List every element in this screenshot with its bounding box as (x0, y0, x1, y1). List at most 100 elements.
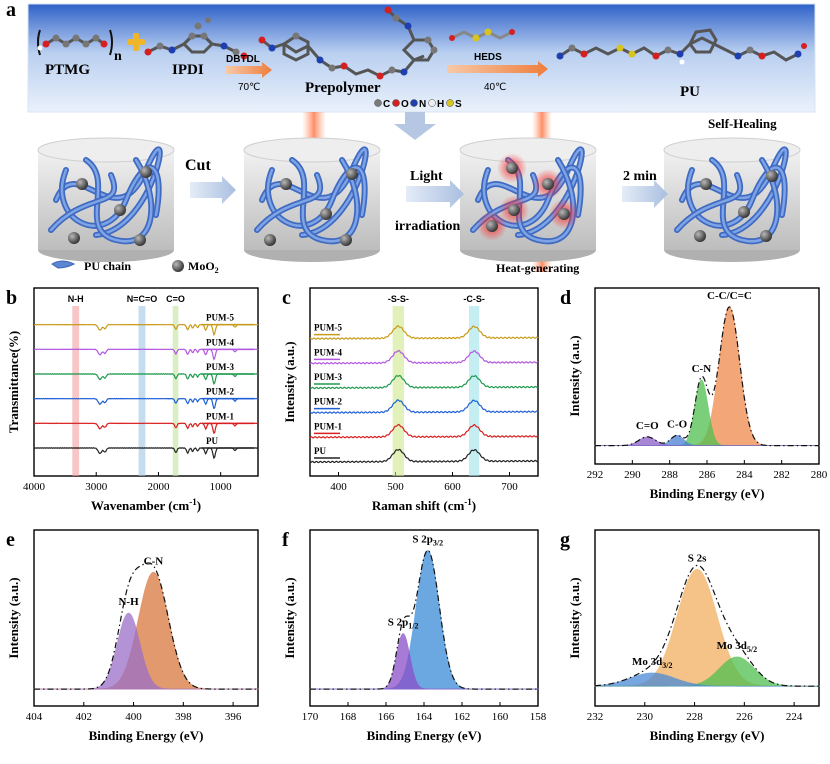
ptmg-molecule (37, 29, 113, 56)
moo2-ball (506, 162, 518, 174)
band-label: N-H (68, 294, 84, 304)
x-axis-label: Wavenamber (cm-1) (91, 497, 201, 513)
moo2-legend-text: MoO (188, 259, 215, 273)
panel-f: f 170 168 166 164 162 160 158 Binding Energy (eV… (282, 529, 547, 743)
plus-icon (127, 33, 145, 51)
moo2-ball (760, 230, 772, 242)
envelope-curve (310, 549, 538, 690)
peak-label-name: S 2p (388, 617, 409, 629)
irradiation-label: irradiation (395, 219, 461, 234)
legend-label: PUM-5 (314, 323, 342, 333)
x-axis-label-sup: -1 (189, 497, 197, 507)
band-label: C=O (166, 294, 185, 304)
light-label: Light (410, 169, 443, 184)
atom-dot-c (374, 99, 382, 107)
legend-label: PUM-1 (206, 411, 234, 421)
x-tick-label: 232 (587, 711, 604, 723)
peak-label: C=O (636, 420, 659, 432)
moo2-ball (700, 178, 712, 190)
peak-label-name: S 2s (688, 552, 707, 564)
y-axis-label: Intensity (a.u.) (567, 335, 582, 416)
moo2-ball (542, 178, 554, 190)
moo2-ball (766, 170, 778, 182)
repeat-n-label: n (114, 49, 122, 64)
heds-label: HEDS (474, 52, 502, 63)
peak-label: C-N (692, 363, 712, 375)
moo2-ball (558, 208, 570, 220)
peak-label-name: N-H (118, 596, 139, 608)
peak-label: Mo 3d3/2 (632, 656, 672, 670)
moo2-legend-subscript: 2 (215, 266, 219, 275)
y-axis-label: Intensity (a.u.) (282, 341, 297, 422)
peak-label-name: S 2p (412, 533, 433, 545)
legend-label: PUM-2 (206, 387, 234, 397)
moo2-ball (508, 204, 520, 216)
x-tick-label: 228 (686, 711, 703, 723)
peak-label-name: C-O (667, 418, 688, 430)
atom-dot-o (392, 99, 400, 107)
temperature-1-label: 70℃ (238, 82, 260, 93)
band-2 (172, 306, 179, 476)
peak-label: C-C/C=C (707, 290, 752, 302)
disc-top (37, 137, 175, 163)
panel-g-label: g (560, 529, 570, 551)
moo2-ball (68, 232, 80, 244)
pu-chain-icon (51, 260, 76, 269)
prepolymer-label: Prepolymer (305, 80, 381, 96)
series-pum-5 (34, 323, 259, 337)
plot-frame (33, 287, 259, 477)
x-axis-label-text: Raman shift (cm (372, 498, 465, 513)
band-0 (72, 306, 80, 476)
band-label: N=C=O (127, 294, 158, 304)
x-tick-label: 4000 (23, 481, 46, 493)
peak-label-name: Mo 3d (632, 656, 662, 668)
panel-a-label: a (6, 0, 16, 21)
catalyst-label: DBTDL (226, 54, 260, 65)
x-tick-label: 404 (26, 711, 43, 723)
moo2-ball (76, 178, 88, 190)
legend-label: PUM-4 (314, 347, 342, 357)
moo2-ball (340, 234, 352, 246)
peak-label: N-H (118, 596, 139, 608)
moo2-legend-label: MoO2 (188, 259, 219, 275)
atom-label-o: O (401, 99, 409, 110)
peak-label: C-O (667, 418, 688, 430)
peak-label: S 2s (688, 552, 707, 564)
temperature-2-label: 40℃ (484, 82, 506, 93)
peak-label-name: C=O (636, 420, 659, 432)
panel-d: d 292 290 288 286 284 282 280 Binding Energy (eV… (560, 287, 828, 501)
peak-label: Mo 3d5/2 (717, 640, 757, 654)
atom-label-n: N (419, 99, 426, 110)
ptmg-label: PTMG (45, 62, 90, 78)
fit-peak-1 (594, 379, 820, 447)
legend-label: PU (206, 436, 218, 446)
peak-label-sub: 1/2 (408, 622, 418, 631)
band-0 (392, 306, 405, 476)
x-tick-label: 158 (530, 711, 547, 723)
x-tick-label: 280 (811, 469, 828, 481)
pu-molecule (556, 28, 807, 65)
band-label: -S-S- (388, 294, 409, 304)
x-tick-label: 400 (330, 481, 347, 493)
disc-top (663, 137, 801, 163)
x-tick-label: 284 (736, 469, 753, 481)
panel-c: c 400 500 600 700 Raman shift (cm-1) Intensity… (282, 287, 539, 513)
x-tick-label: 226 (736, 711, 753, 723)
legend-label: PU (314, 446, 326, 456)
x-tick-label: 164 (416, 711, 433, 723)
x-tick-label: 230 (637, 711, 654, 723)
x-axis-label: Binding Energy (eV) (650, 486, 765, 501)
x-tick-label: 1000 (210, 481, 233, 493)
pu-chain-highlight-2 (506, 158, 575, 243)
peak-label: S 2p1/2 (388, 617, 419, 631)
band-1 (469, 306, 480, 476)
series-pum-3 (33, 373, 258, 385)
series-pum-3 (309, 374, 539, 390)
legend-label: PUM-3 (206, 362, 234, 372)
x-axis-label-sup: -1 (464, 497, 472, 507)
disc-top (459, 137, 597, 163)
peak-label: C-N (144, 555, 164, 567)
x-axis-label-text: Binding Energy (eV) (650, 486, 765, 501)
